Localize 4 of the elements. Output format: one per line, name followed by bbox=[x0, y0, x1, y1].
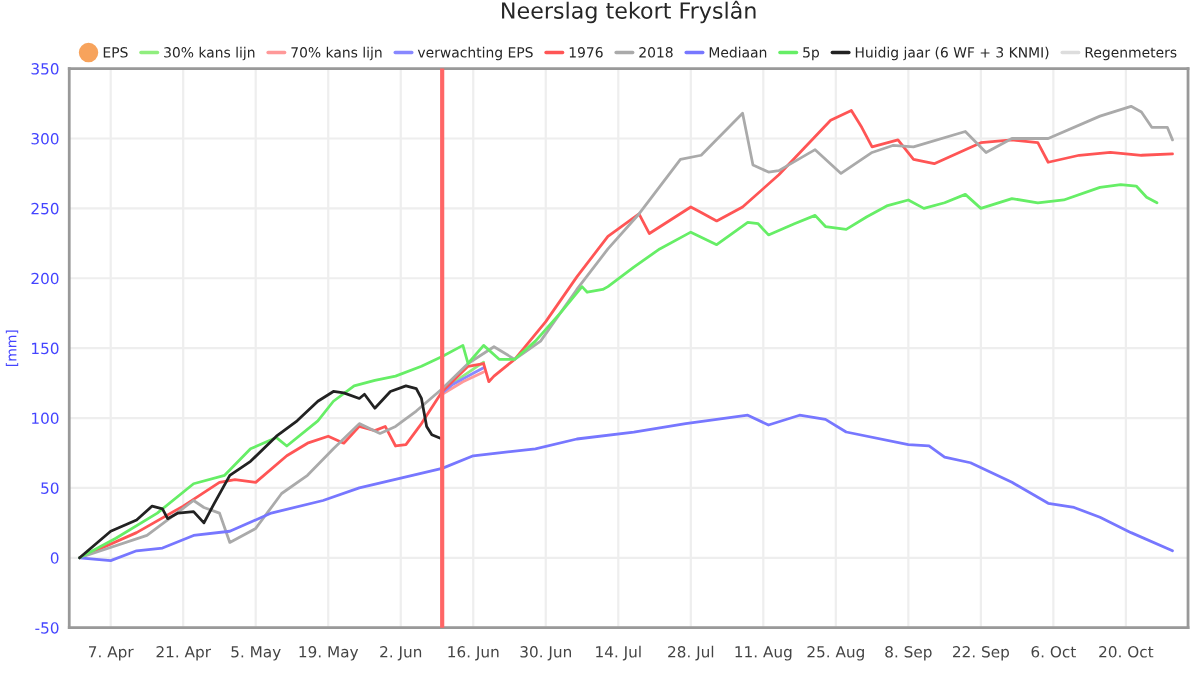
chart-title: Neerslag tekort Fryslân bbox=[502, 0, 756, 24]
line-series bbox=[78, 384, 444, 560]
line-series bbox=[78, 413, 1174, 562]
line-series bbox=[78, 183, 1159, 560]
